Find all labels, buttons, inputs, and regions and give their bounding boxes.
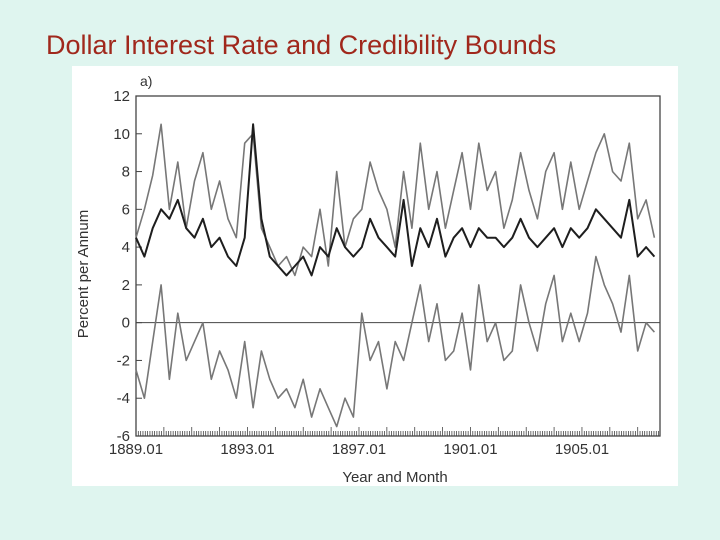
x-tick-label: 1893.01 [220, 441, 274, 458]
y-tick-label: -6 [117, 428, 130, 445]
series-lines [135, 123, 656, 428]
panel-label: a) [140, 73, 152, 89]
y-tick-label: -2 [117, 352, 130, 369]
interest-rate-line [135, 123, 656, 277]
y-tick-label: 10 [113, 126, 130, 143]
slide-title: Dollar Interest Rate and Credibility Bou… [46, 30, 557, 60]
x-tick-label: 1901.01 [443, 441, 497, 458]
y-tick-label: 2 [122, 277, 130, 294]
y-tick-label: 12 [113, 88, 130, 105]
x-tick-label: 1897.01 [332, 441, 386, 458]
y-axis-ticks: 12 10 8 6 4 2 0 -2 -4 -6 [113, 88, 142, 445]
x-tick-label: 1889.01 [109, 441, 163, 458]
y-tick-label: -4 [117, 390, 130, 407]
x-axis-ticks: 1889.01 1893.01 1897.01 1901.01 1905.01 [109, 427, 660, 458]
interest-rate-chart: 12 10 8 6 4 2 0 -2 -4 -6 1889.01 1893.01 1897.01 190… [75, 73, 661, 486]
plot-border [135, 95, 661, 437]
y-tick-label: 4 [122, 239, 130, 256]
upper-bound-line [135, 123, 656, 277]
x-tick-label: 1905.01 [555, 441, 609, 458]
y-tick-label: 6 [122, 201, 130, 218]
y-axis-label: Percent per Annum [75, 210, 92, 338]
x-axis-label: Year and Month [342, 469, 447, 486]
y-tick-label: 8 [122, 164, 130, 181]
y-tick-label: 0 [122, 315, 130, 332]
plot-frame [135, 95, 661, 437]
chart-scan: 12 10 8 6 4 2 0 -2 -4 -6 1889.01 1893.01 1897.01 190… [72, 66, 678, 486]
lower-bound-line [135, 255, 655, 428]
